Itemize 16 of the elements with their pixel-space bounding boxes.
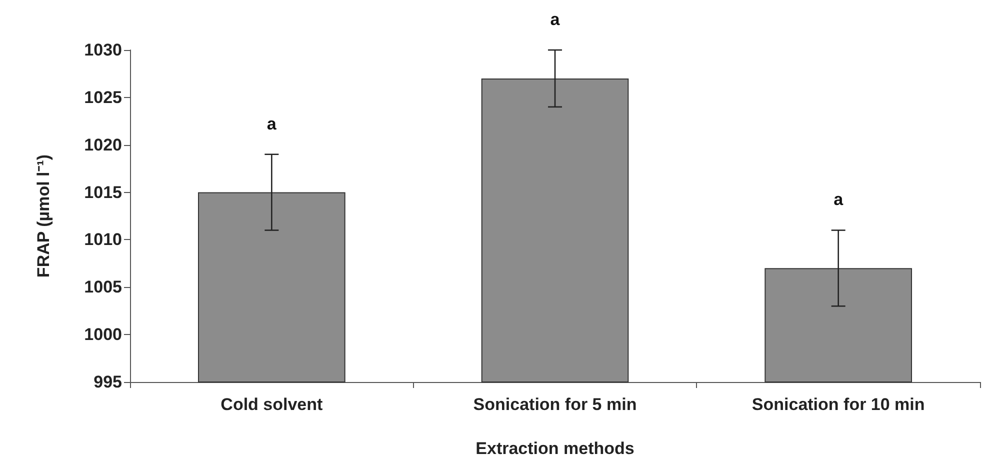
y-tick-label: 1030 (84, 40, 122, 60)
y-tick-label: 1005 (84, 278, 122, 297)
y-tick-label: 1010 (84, 230, 122, 250)
text: a (550, 10, 560, 29)
y-tick-label: 1020 (84, 135, 122, 154)
y-tick-label: 995 (94, 372, 122, 392)
y-axis-title: FRAP (µmol l⁻¹) (34, 154, 53, 278)
x-tick-label: Sonication for 10 min (752, 395, 925, 414)
y-tick-label: 1015 (84, 182, 122, 202)
x-tick-label: Sonication for 5 min (473, 395, 637, 414)
y-tick-label: 1025 (84, 88, 122, 107)
y-tick-label: 1000 (84, 325, 122, 344)
annotation: a (834, 190, 844, 210)
x-axis-title: Extraction methods (476, 439, 634, 458)
x-tick-label: Cold solvent (220, 395, 324, 414)
annotation: a (266, 114, 277, 134)
